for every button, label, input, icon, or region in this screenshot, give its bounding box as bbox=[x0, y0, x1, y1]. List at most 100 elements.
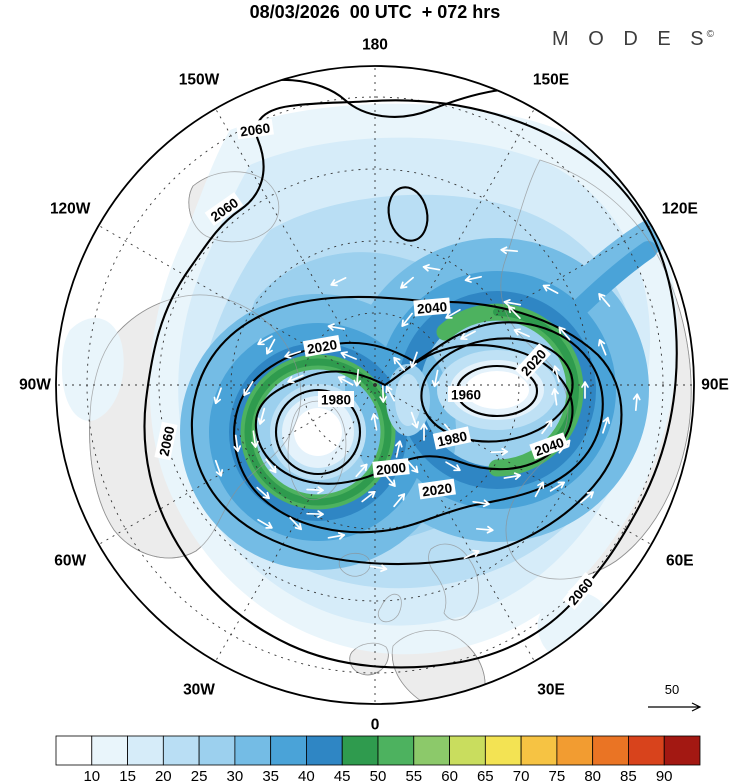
wind-arrow bbox=[551, 388, 559, 406]
wind-arrow bbox=[287, 374, 304, 384]
saddle-light-2 bbox=[395, 374, 421, 426]
wind-arrow bbox=[552, 365, 560, 383]
longitude-label: 150E bbox=[533, 72, 569, 89]
longitude-label: 90W bbox=[19, 377, 51, 394]
contour-small-closed bbox=[387, 186, 429, 242]
colorbar-cell bbox=[413, 735, 450, 766]
wind-arrow bbox=[340, 351, 357, 360]
contour-label: 2060 bbox=[236, 118, 274, 140]
longitude-label: 30W bbox=[183, 681, 215, 698]
wind-arrow bbox=[602, 416, 611, 434]
contour-label: 1960 bbox=[448, 386, 484, 403]
wind-arrow bbox=[460, 330, 476, 341]
colorbar-tick-label: 15 bbox=[119, 768, 136, 782]
wind-arrow bbox=[385, 385, 396, 402]
wind-arrow bbox=[265, 458, 277, 474]
wind-arrow bbox=[353, 368, 362, 387]
wind-arrow bbox=[256, 486, 270, 500]
wind-arrow bbox=[445, 461, 461, 472]
longitude-label: 60W bbox=[54, 553, 86, 570]
colorbar-tick-label: 65 bbox=[477, 768, 494, 782]
wind-arrow bbox=[422, 263, 441, 272]
wind-arrow bbox=[233, 434, 242, 453]
wind-arrow bbox=[214, 459, 224, 477]
wind-arrow bbox=[513, 328, 530, 338]
colorbar-cell bbox=[377, 735, 415, 766]
wind-arrow bbox=[355, 463, 368, 478]
latitude-circle bbox=[230, 240, 520, 530]
wind-arrow bbox=[370, 413, 379, 431]
wind-arrow bbox=[306, 510, 324, 518]
wind-arrow bbox=[393, 356, 406, 371]
contour-label: 2040 bbox=[413, 297, 451, 317]
map-boundary bbox=[55, 65, 695, 705]
wind-arrow bbox=[327, 323, 346, 331]
wind-arrow bbox=[330, 277, 347, 287]
graticule bbox=[56, 66, 694, 704]
colorbar-cell bbox=[628, 735, 665, 766]
wind-arrow bbox=[558, 326, 571, 341]
colorbar-tick-label: 70 bbox=[513, 768, 530, 782]
wind-arrow bbox=[472, 499, 490, 508]
svg-text:2060: 2060 bbox=[157, 425, 178, 458]
colorbar-cell bbox=[520, 735, 558, 766]
svg-text:1980: 1980 bbox=[436, 429, 469, 450]
modes-logo-text: M O D E S bbox=[552, 28, 711, 50]
contour-label: 2060 bbox=[154, 421, 178, 461]
wind-arrow bbox=[410, 411, 420, 429]
wind-arrow bbox=[503, 472, 522, 480]
wind-arrow bbox=[401, 312, 413, 327]
wind-arrow bbox=[463, 549, 480, 559]
svg-text:1980: 1980 bbox=[321, 393, 351, 408]
wind-arrow bbox=[632, 393, 641, 412]
colorbar-cell bbox=[234, 735, 272, 766]
longitude-label: 120E bbox=[662, 201, 698, 218]
wind-arrow bbox=[406, 459, 419, 474]
wind-arrow bbox=[265, 338, 276, 355]
modes-logo: M O D E S© bbox=[552, 28, 714, 51]
contour-1980-west bbox=[274, 388, 362, 476]
wind-arrow bbox=[598, 293, 611, 307]
wind-arrow bbox=[395, 440, 403, 458]
jet-band-northeast-core bbox=[556, 241, 657, 331]
colorbar-cell bbox=[55, 735, 93, 766]
wind-arrow bbox=[409, 351, 418, 369]
jet-band-west-outer bbox=[180, 294, 456, 570]
page-title: 08/03/2026 00 UTC + 072 hrs bbox=[249, 2, 501, 22]
colorbar: 10 15 20 25 30 35 40 45 50 55 60 65 70 75 80 85 90 bbox=[55, 735, 701, 782]
wind-arrow bbox=[597, 339, 607, 356]
contour-2060-loop bbox=[143, 99, 678, 669]
wind-arrow bbox=[369, 564, 388, 573]
colorbar-tick-label: 60 bbox=[441, 768, 458, 782]
wind-arrow bbox=[257, 335, 273, 346]
colorbar-cell bbox=[162, 735, 200, 766]
contour-label: 2020 bbox=[418, 478, 456, 500]
reference-arrow-icon bbox=[648, 702, 702, 712]
wind-arrow bbox=[507, 305, 521, 320]
colorbar-cell bbox=[663, 735, 701, 766]
jet-core-west-green-dark bbox=[244, 358, 392, 506]
colorbar-cell bbox=[484, 735, 522, 766]
colorbar-tick-label: 55 bbox=[405, 768, 422, 782]
wind-arrow bbox=[431, 369, 440, 388]
wind-arrow bbox=[243, 380, 254, 397]
wind-arrow bbox=[361, 490, 376, 503]
colorbar-cell bbox=[127, 735, 164, 766]
colorbar-cell bbox=[449, 735, 486, 766]
reference-arrow-label: 50 bbox=[665, 682, 679, 697]
colorbar-tick-label: 40 bbox=[298, 768, 315, 782]
wind-arrow bbox=[337, 376, 354, 386]
wind-arrow bbox=[580, 491, 594, 504]
contour-label: 2000 bbox=[372, 458, 410, 478]
wind-arrow bbox=[542, 284, 559, 294]
longitude-label: 60E bbox=[666, 553, 694, 570]
jet-core-east-green-dark bbox=[493, 308, 580, 449]
colorbar-cell bbox=[198, 735, 236, 766]
wind-arrow bbox=[289, 516, 303, 531]
colorbar-tick-label: 50 bbox=[370, 768, 387, 782]
wind-arrow bbox=[445, 308, 461, 319]
wind-arrow bbox=[306, 486, 324, 494]
colorbar-cell bbox=[270, 735, 307, 766]
colorbar-cell bbox=[556, 735, 594, 766]
contour-1980-east bbox=[420, 337, 574, 443]
